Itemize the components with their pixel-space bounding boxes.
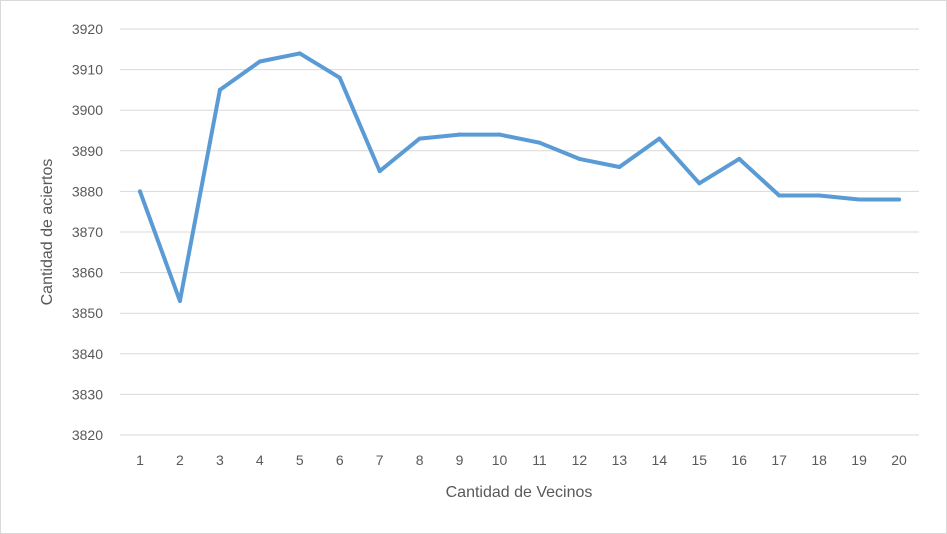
x-tick-label: 9 <box>456 452 464 468</box>
series-line-0 <box>138 51 901 303</box>
y-tick-label: 3870 <box>72 224 103 240</box>
data-point-5 <box>297 51 302 56</box>
y-tick-label: 3850 <box>72 305 103 321</box>
x-tick-label: 11 <box>532 452 547 468</box>
series-group <box>137 51 902 304</box>
x-tick-label: 19 <box>851 452 867 468</box>
x-tick-label: 20 <box>891 452 907 468</box>
x-tick-label: 5 <box>296 452 304 468</box>
x-tick-label: 7 <box>376 452 384 468</box>
data-point-19 <box>857 197 862 202</box>
data-point-15 <box>697 181 702 186</box>
data-point-17 <box>777 193 782 198</box>
data-point-2 <box>177 299 182 304</box>
y-tick-label: 3900 <box>72 102 103 118</box>
x-tick-label: 17 <box>771 452 787 468</box>
x-axis-ticks: 1 2 3 4 5 6 7 8 9 10 11 12 13 14 15 16 17 18 19 20 <box>136 452 907 468</box>
y-tick-label: 3820 <box>72 427 103 443</box>
x-tick-label: 3 <box>216 452 224 468</box>
y-tick-label: 3880 <box>72 183 103 199</box>
x-tick-label: 2 <box>176 452 184 468</box>
data-point-18 <box>817 193 822 198</box>
x-tick-label: 6 <box>336 452 344 468</box>
data-point-12 <box>577 156 582 161</box>
x-axis-title: Cantidad de Vecinos <box>446 484 593 501</box>
data-point-14 <box>657 136 662 141</box>
data-point-7 <box>377 169 382 174</box>
data-point-13 <box>617 165 622 170</box>
y-tick-label: 3920 <box>72 21 103 37</box>
data-point-8 <box>417 136 422 141</box>
y-axis-title: Cantidad de aciertos <box>39 159 56 306</box>
y-tick-label: 3910 <box>72 62 103 78</box>
data-point-6 <box>337 75 342 80</box>
data-point-1 <box>137 189 142 194</box>
x-tick-label: 18 <box>811 452 827 468</box>
y-tick-label: 3890 <box>72 143 103 159</box>
x-tick-label: 14 <box>652 452 668 468</box>
y-tick-label: 3830 <box>72 386 103 402</box>
data-point-10 <box>497 132 502 137</box>
x-tick-label: 4 <box>256 452 264 468</box>
x-tick-label: 13 <box>612 452 628 468</box>
gridlines <box>120 28 919 436</box>
data-point-3 <box>217 87 222 92</box>
x-tick-label: 15 <box>691 452 707 468</box>
x-tick-label: 10 <box>492 452 508 468</box>
y-tick-label: 3860 <box>72 265 103 281</box>
data-point-11 <box>537 140 542 145</box>
x-tick-label: 8 <box>416 452 424 468</box>
x-tick-label: 16 <box>731 452 747 468</box>
y-axis-ticks: 3820 3830 3840 3850 3860 3870 3880 3890 3900 3910… <box>72 21 103 443</box>
data-point-16 <box>737 156 742 161</box>
data-point-9 <box>457 132 462 137</box>
x-tick-label: 1 <box>136 452 144 468</box>
x-tick-label: 12 <box>572 452 588 468</box>
data-point-20 <box>897 197 902 202</box>
data-point-4 <box>257 59 262 64</box>
y-tick-label: 3840 <box>72 346 103 362</box>
